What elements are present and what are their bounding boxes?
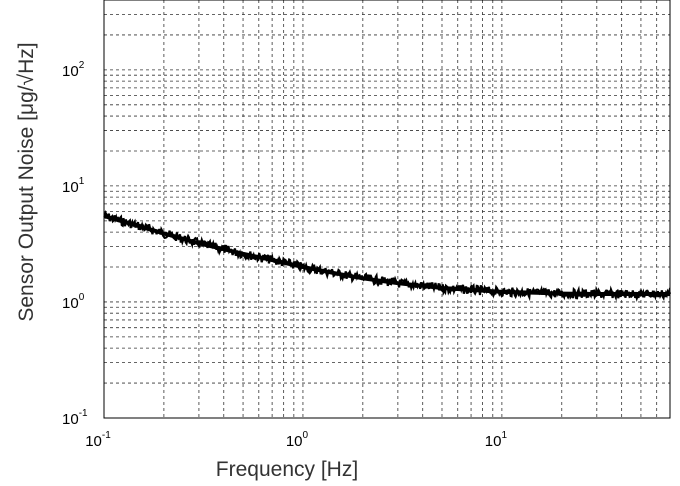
tick-labels: 10-1 100 101 10-1 100 101 102 xyxy=(62,60,507,450)
grid xyxy=(103,0,671,419)
series-layer xyxy=(103,209,672,302)
y-axis-label: Sensor Output Noise [μg/√Hz] xyxy=(15,42,38,321)
x-tick-label: 101 xyxy=(485,430,508,450)
x-tick-label: 100 xyxy=(286,430,309,450)
y-tick-label: 10-1 xyxy=(62,408,88,428)
y-tick-label: 100 xyxy=(62,292,85,312)
noise-trace xyxy=(103,209,672,302)
noise-trace-core xyxy=(103,214,670,296)
plot-frame xyxy=(103,0,671,419)
x-axis-label: Frequency [Hz] xyxy=(216,458,358,481)
x-tick-label: 10-1 xyxy=(85,430,111,450)
y-tick-label: 101 xyxy=(62,176,85,196)
y-tick-label: 102 xyxy=(62,60,85,80)
